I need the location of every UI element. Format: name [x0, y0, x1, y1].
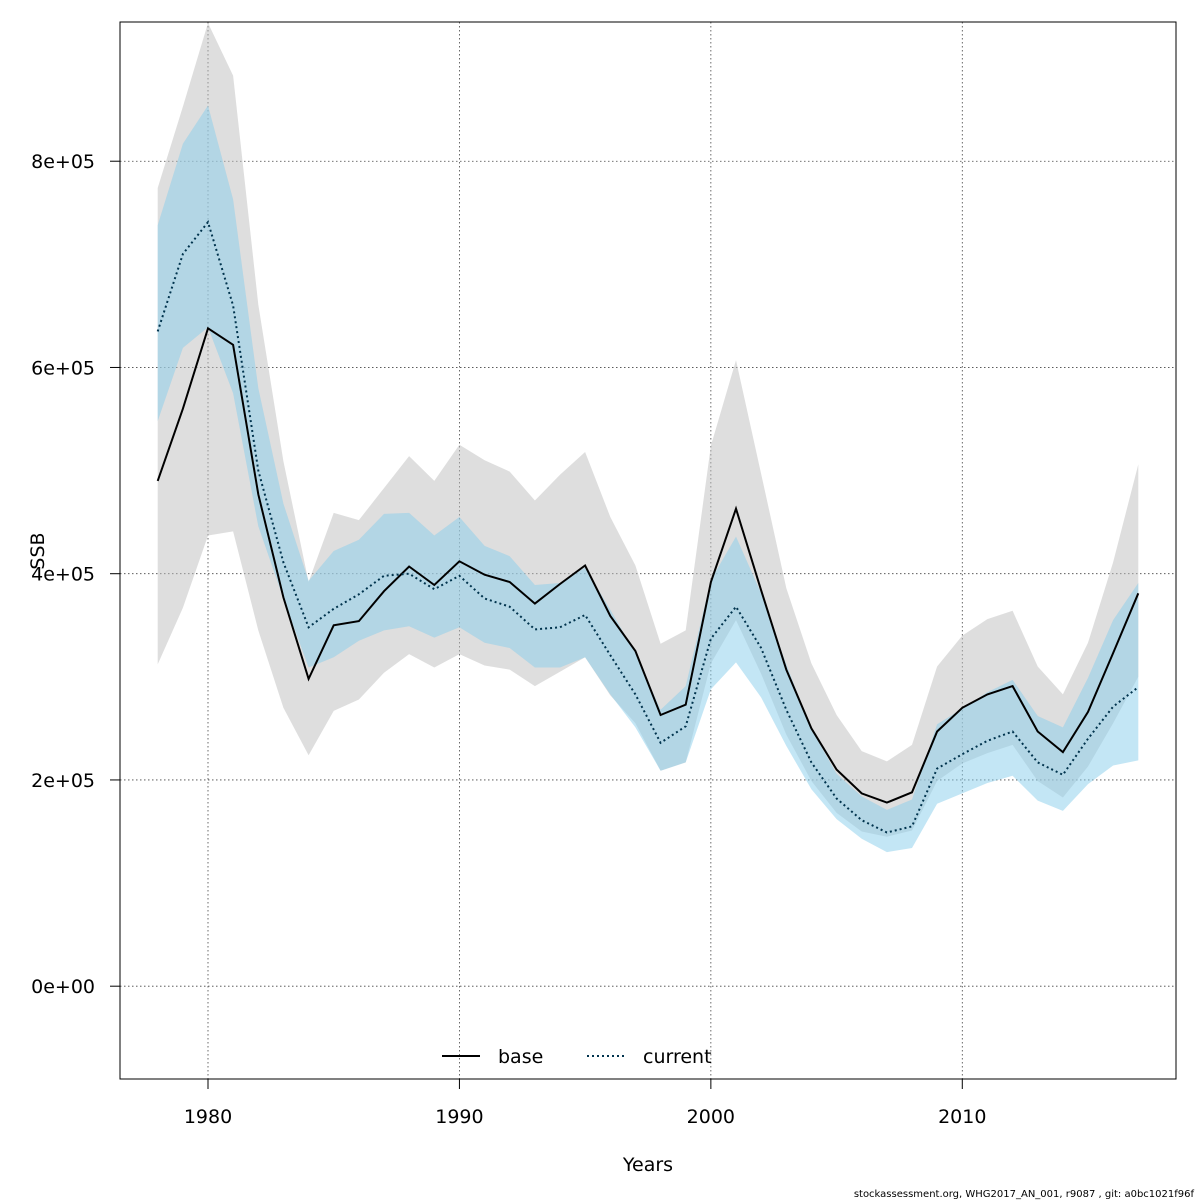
- x-tick-label: 2000: [687, 1106, 735, 1128]
- x-tick-label: 1980: [184, 1106, 232, 1128]
- x-axis: 1980 1990 2000 2010: [184, 1078, 986, 1128]
- y-tick-label: 6e+05: [31, 357, 95, 379]
- x-tick-label: 2010: [938, 1106, 986, 1128]
- y-axis-label: SSB: [27, 532, 49, 569]
- series-line-base: [156, 326, 1140, 804]
- confidence-bands: [157, 23, 1139, 853]
- series-line-current: [156, 219, 1139, 834]
- legend-label-current: current: [643, 1046, 712, 1068]
- y-tick-label: 2e+05: [31, 770, 95, 792]
- y-axis: 0e+00 2e+05 4e+05 6e+05 8e+05: [31, 151, 121, 998]
- footer-credit: stockassessment.org, WHG2017_AN_001, r90…: [854, 1189, 1195, 1200]
- y-tick-label: 8e+05: [31, 151, 95, 173]
- legend-label-base: base: [498, 1046, 543, 1068]
- band-current: [157, 105, 1139, 853]
- y-tick-label: 4e+05: [31, 564, 95, 586]
- y-tick-label: 0e+00: [31, 976, 95, 998]
- band-base: [157, 23, 1139, 837]
- series-lines: [156, 219, 1140, 834]
- x-axis-label: Years: [622, 1154, 673, 1176]
- legend: base current: [442, 1046, 712, 1068]
- x-tick-label: 1990: [435, 1106, 483, 1128]
